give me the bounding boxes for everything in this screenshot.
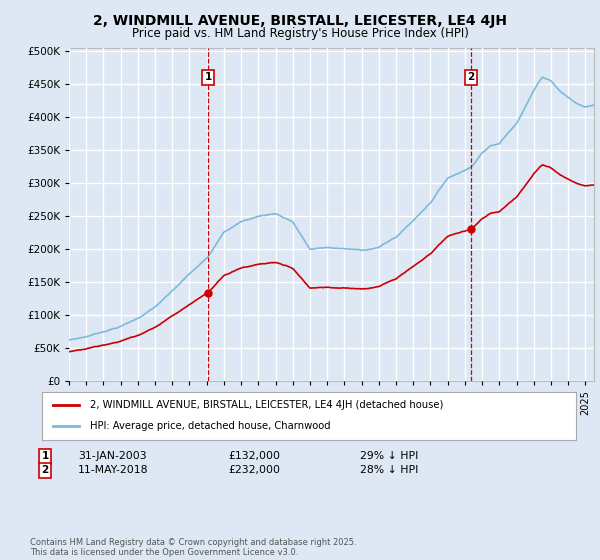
Text: £132,000: £132,000 (228, 451, 280, 461)
Text: 31-JAN-2003: 31-JAN-2003 (78, 451, 146, 461)
Text: 2: 2 (467, 72, 475, 82)
Text: 2: 2 (41, 465, 49, 475)
Text: 2, WINDMILL AVENUE, BIRSTALL, LEICESTER, LE4 4JH (detached house): 2, WINDMILL AVENUE, BIRSTALL, LEICESTER,… (90, 400, 443, 410)
Text: £232,000: £232,000 (228, 465, 280, 475)
Text: 1: 1 (205, 72, 212, 82)
Text: HPI: Average price, detached house, Charnwood: HPI: Average price, detached house, Char… (90, 421, 331, 431)
Text: 28% ↓ HPI: 28% ↓ HPI (360, 465, 418, 475)
Text: 2, WINDMILL AVENUE, BIRSTALL, LEICESTER, LE4 4JH: 2, WINDMILL AVENUE, BIRSTALL, LEICESTER,… (93, 14, 507, 28)
Text: 1: 1 (41, 451, 49, 461)
Text: 11-MAY-2018: 11-MAY-2018 (78, 465, 149, 475)
Text: Price paid vs. HM Land Registry's House Price Index (HPI): Price paid vs. HM Land Registry's House … (131, 27, 469, 40)
Text: Contains HM Land Registry data © Crown copyright and database right 2025.
This d: Contains HM Land Registry data © Crown c… (30, 538, 356, 557)
Text: 29% ↓ HPI: 29% ↓ HPI (360, 451, 418, 461)
